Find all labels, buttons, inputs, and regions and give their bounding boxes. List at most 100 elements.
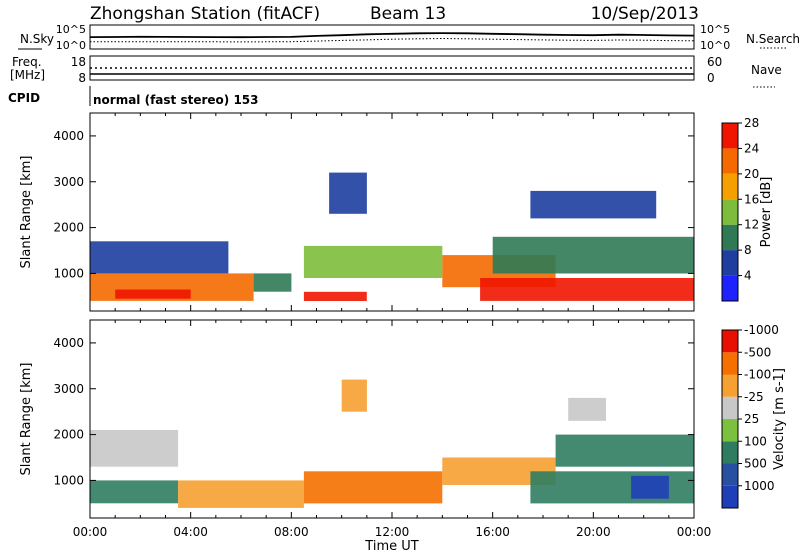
power-colorbar-tick-label: 24	[744, 141, 759, 155]
power-ytick-label: 3000	[53, 175, 84, 189]
power-echo-region	[253, 273, 292, 292]
velocity-colorbar-segment	[722, 485, 738, 509]
velocity-colorbar-segment	[722, 396, 738, 420]
velocity-ytick-label: 4000	[53, 336, 84, 350]
date-label: 10/Sep/2013	[591, 4, 699, 24]
velocity-echo-region	[530, 471, 694, 504]
freq-label-line1: Freq.	[12, 55, 42, 69]
power-echo-region	[480, 278, 619, 301]
cpid-row: CPID normal (fast stereo) 153	[8, 86, 259, 107]
velocity-colorbar-label: Velocity [m s-1]	[772, 368, 787, 470]
power-echo-map	[90, 172, 694, 301]
velocity-colorbar: 1000 500 100 25 -25 -100 -500 -1000	[721, 323, 779, 509]
velocity-colorbar-tick-label: 100	[744, 434, 767, 448]
power-echo-region	[115, 289, 191, 299]
velocity-colorbar-segment	[722, 441, 738, 464]
power-ytick-label: 4000	[53, 129, 84, 143]
power-echo-region	[618, 278, 694, 301]
power-colorbar-label: Power [dB]	[759, 177, 774, 248]
velocity-echo-region	[90, 480, 179, 504]
velocity-colorbar-segment	[722, 463, 738, 486]
velocity-echo-region	[341, 379, 367, 412]
velocity-colorbar-segment	[722, 374, 738, 397]
power-x-ticks	[89, 113, 695, 311]
power-echo-region	[90, 241, 229, 274]
power-colorbar-tick-label: 16	[744, 192, 759, 206]
freq-left-tick-top: 18	[71, 55, 86, 69]
velocity-colorbar-tick-label: -500	[744, 345, 771, 359]
power-colorbar-segment	[722, 148, 738, 174]
freq-right-tick-bottom: 0	[707, 71, 715, 85]
power-colorbar-tick-label: 28	[744, 116, 759, 130]
velocity-colorbar-tick-label: 1000	[744, 479, 775, 493]
beam-label: Beam 13	[370, 4, 446, 24]
freq-label-line2: [MHz]	[10, 68, 45, 82]
noise-right-tick-bottom: 10^0	[700, 39, 730, 52]
power-ytick-label: 1000	[53, 266, 84, 280]
velocity-echo-region	[631, 475, 669, 499]
velocity-xtick-label: 16:00	[475, 525, 510, 539]
noise-left-tick-bottom: 10^0	[56, 39, 86, 52]
velocity-xtick-label: 20:00	[576, 525, 611, 539]
power-echo-region	[329, 172, 367, 214]
power-echo-region	[492, 236, 694, 274]
velocity-colorbar-tick-label: -1000	[744, 323, 779, 337]
power-colorbar-segment	[722, 173, 738, 200]
station-title: Zhongshan Station (fitACF)	[90, 4, 320, 24]
velocity-colorbar-segment	[722, 352, 738, 375]
time-axis-label: Time UT	[364, 539, 418, 554]
noise-left-tick-top: 10^5	[56, 23, 86, 36]
noise-right-tick-top: 10^5	[700, 23, 730, 36]
power-colorbar-frame	[721, 122, 739, 302]
power-colorbar: 4 8 12 16 20 24 28	[721, 116, 759, 302]
cpid-text: normal (fast stereo) 153	[93, 93, 259, 107]
velocity-ytick-label: 2000	[53, 428, 84, 442]
velocity-echo-map	[90, 379, 694, 508]
velocity-ytick-label: 3000	[53, 382, 84, 396]
velocity-echo-region	[568, 397, 606, 421]
freq-right-tick-top: 60	[707, 55, 722, 69]
velocity-y-axis: 1000 2000 3000 4000	[53, 336, 694, 487]
noise-left-label: N.Sky	[20, 32, 54, 46]
velocity-xtick-label: 12:00	[375, 525, 410, 539]
velocity-colorbar-tick-label: -100	[744, 368, 771, 382]
noise-right-label: N.Search	[746, 32, 800, 46]
power-echo-region	[303, 245, 443, 278]
power-colorbar-tick-label: 8	[744, 243, 752, 257]
power-colorbar-tick-label: 4	[744, 269, 752, 283]
power-colorbar-segment	[722, 123, 738, 149]
velocity-colorbar-segment	[722, 330, 738, 353]
velocity-xtick-label: 04:00	[173, 525, 208, 539]
velocity-echo-region	[178, 480, 304, 508]
noise-sky-series	[89, 32, 695, 39]
power-panel: 1000 2000 3000 4000 Slant Range [km] 4 8 12 16…	[19, 112, 774, 312]
velocity-x-axis: 00:00 04:00 08:00 12:00 16:00 20:00 00:00	[73, 320, 712, 539]
velocity-colorbar-tick-label: 25	[744, 412, 759, 426]
velocity-colorbar-tick-label: -25	[744, 390, 764, 404]
velocity-colorbar-segment	[722, 419, 738, 442]
power-colorbar-segment	[722, 199, 738, 225]
freq-panel: Freq. [MHz] 18 8 60 0 Nave	[10, 55, 782, 88]
power-ylabel: Slant Range [km]	[19, 156, 34, 269]
noise-panel: N.Sky 10^5 10^0 10^5 10^0 N.Search	[18, 23, 800, 52]
velocity-xtick-label: 00:00	[677, 525, 712, 539]
velocity-colorbar-tick-label: 500	[744, 457, 767, 471]
power-echo-region	[303, 291, 367, 301]
velocity-echo-region	[555, 434, 694, 467]
power-colorbar-segment	[722, 250, 738, 276]
velocity-echo-region	[90, 430, 179, 467]
freq-left-tick-bottom: 8	[78, 71, 86, 85]
velocity-xtick-label: 00:00	[73, 525, 108, 539]
nave-label: Nave	[751, 63, 782, 77]
velocity-xtick-label: 08:00	[274, 525, 309, 539]
power-colorbar-segment	[722, 275, 738, 301]
power-ytick-label: 2000	[53, 221, 84, 235]
noise-search-series	[90, 37, 695, 43]
velocity-panel: 1000 2000 3000 4000 00:00 04:00 08:00 12:00 16:…	[19, 319, 787, 554]
power-echo-region	[530, 190, 657, 219]
power-colorbar-segment	[722, 224, 738, 251]
power-colorbar-tick-label: 12	[744, 218, 759, 232]
velocity-ylabel: Slant Range [km]	[19, 363, 34, 476]
power-y-axis: 1000 2000 3000 4000	[53, 129, 694, 280]
